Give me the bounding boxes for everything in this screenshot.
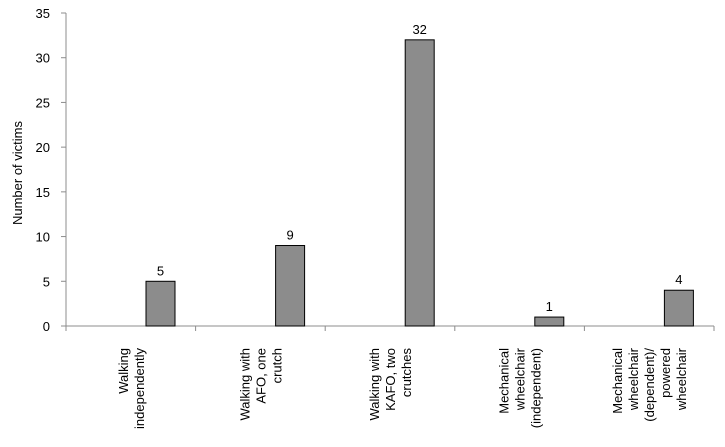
- x-category-label-line: crutches: [399, 348, 414, 398]
- y-tick-label: 20: [36, 140, 50, 155]
- bar: [145, 280, 176, 327]
- data-label: 9: [286, 228, 293, 243]
- x-category-label-line: (dependent)/: [642, 348, 657, 422]
- x-category-label-line: Mechanical: [610, 348, 625, 414]
- y-tick-label: 30: [36, 51, 50, 66]
- x-category-label-line: wheelchair: [674, 347, 689, 411]
- y-axis-label: Number of victims: [10, 120, 25, 225]
- x-category-label: Walking withAFO, onecrutch: [237, 348, 284, 420]
- x-category-label-line: Walking with: [367, 348, 382, 420]
- bar: [534, 316, 565, 327]
- data-label: 5: [157, 263, 164, 278]
- y-tick-label: 35: [36, 6, 50, 21]
- x-category-label-line: independently: [132, 348, 147, 429]
- x-category-label: Mechanicalwheelchair(independent): [497, 347, 544, 428]
- x-category-label-line: Walking: [116, 348, 131, 394]
- data-label: 4: [675, 272, 682, 287]
- bar: [404, 39, 435, 327]
- x-category-label-line: AFO, one: [253, 348, 268, 404]
- x-category-label-line: KAFO, two: [383, 348, 398, 411]
- y-tick-label: 0: [43, 319, 50, 334]
- y-tick-label: 15: [36, 185, 50, 200]
- x-category-label-line: wheelchair: [626, 347, 641, 411]
- bar: [663, 289, 694, 327]
- plot-area: 0 5 10 15 20 25 30 35 5 Walkingindependently 9 Walk…: [36, 6, 715, 429]
- x-category-label: Mechanicalwheelchair(dependent)/poweredw…: [610, 347, 689, 421]
- x-category-label: Walking withKAFO, twocrutches: [367, 348, 414, 421]
- x-category-label-line: wheelchair: [513, 347, 528, 411]
- data-label: 1: [546, 299, 553, 314]
- x-category-label-line: (independent): [529, 348, 544, 428]
- x-category-label-line: Walking with: [237, 348, 252, 420]
- x-category-label-line: crutch: [269, 348, 284, 383]
- bar: [275, 245, 306, 327]
- data-label: 32: [412, 22, 426, 37]
- x-category-label-line: Mechanical: [497, 348, 512, 414]
- x-category-label-line: powered: [658, 348, 673, 398]
- y-tick-label: 25: [36, 95, 50, 110]
- x-category-label: Walkingindependently: [116, 348, 147, 429]
- y-tick-label: 10: [36, 230, 50, 245]
- y-tick-label: 5: [43, 274, 50, 289]
